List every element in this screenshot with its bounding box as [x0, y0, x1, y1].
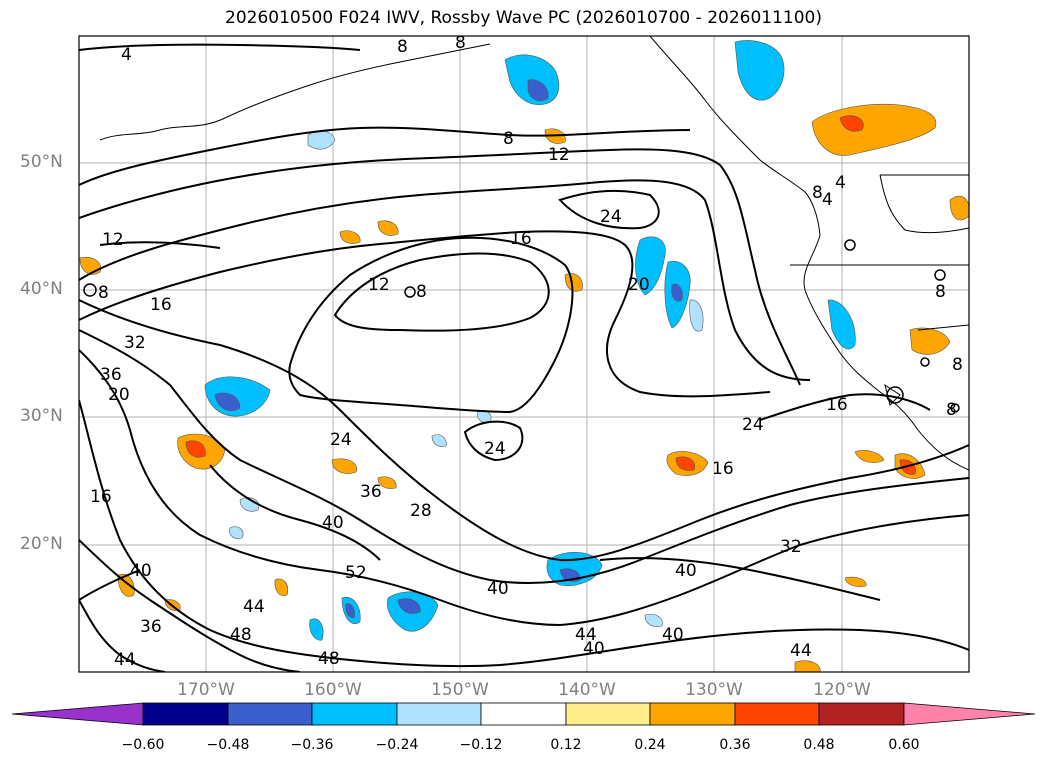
contour-label-36a: 36: [100, 365, 122, 385]
colorbar-extend-high: [903, 702, 1036, 726]
small-contour-loops: [83, 239, 960, 413]
iwv-contours: [79, 43, 969, 672]
lon-label-140w: 140°W: [558, 680, 616, 700]
contour-label-16c: 16: [826, 395, 848, 415]
colorbar-tick: −0.48: [206, 737, 250, 753]
lon-label-170w: 170°W: [177, 680, 235, 700]
contour-label-24c: 24: [484, 439, 506, 459]
contour-label-16a: 16: [510, 229, 532, 249]
contour-label-20b: 20: [108, 385, 130, 405]
plot-border: [78, 35, 970, 673]
contour-label-36c: 36: [140, 617, 162, 637]
contour-label-44d: 44: [790, 641, 812, 661]
contour-label-48a: 48: [230, 625, 252, 645]
contour-label-44b: 44: [575, 625, 597, 645]
contour-label-8e: 8: [98, 283, 109, 303]
map-title: 2026010500 F024 IWV, Rossby Wave PC (202…: [225, 8, 822, 28]
contour-label-4c: 4: [822, 190, 833, 210]
contour-label-16b: 16: [150, 295, 172, 315]
contour-label-8a: 8: [503, 129, 514, 149]
colorbar-extend-low: [11, 702, 144, 726]
colorbar-tick: 0.60: [888, 737, 920, 753]
lon-label-150w: 150°W: [431, 680, 489, 700]
colorbar: [11, 702, 1036, 726]
contour-label-24d: 24: [742, 415, 764, 435]
lat-label-20n: 20°N: [20, 534, 63, 554]
contour-label-4a: 4: [121, 45, 132, 65]
lon-label-130w: 130°W: [685, 680, 743, 700]
contour-label-44c: 44: [114, 650, 136, 670]
contour-label-32b: 32: [780, 537, 802, 557]
contour-labels: 4 8 12 24 16 12 20 16 32 36 20 24 24 24 …: [90, 33, 963, 670]
contour-label-52a: 52: [345, 563, 367, 583]
contour-label-8f: 8: [416, 282, 427, 302]
contour-label-40a: 40: [322, 513, 344, 533]
colorbar-tick: −0.24: [375, 737, 419, 753]
contour-label-40f: 40: [662, 625, 684, 645]
contour-label-8i: 8: [946, 400, 957, 420]
colorbar-tick: 0.24: [634, 737, 666, 753]
contour-label-4b: 4: [835, 173, 846, 193]
contour-label-8d: 8: [455, 33, 466, 53]
lon-label-120w: 120°W: [813, 680, 871, 700]
contour-label-12b: 12: [368, 275, 390, 295]
contour-label-40d: 40: [675, 561, 697, 581]
colorbar-tick: −0.60: [121, 737, 165, 753]
contour-label-12a: 12: [548, 145, 570, 165]
contour-label-36b: 36: [360, 482, 382, 502]
contour-label-32a: 32: [124, 333, 146, 353]
contour-label-40e: 40: [583, 639, 605, 659]
contour-label-20a: 20: [628, 275, 650, 295]
contour-label-12c: 12: [102, 230, 124, 250]
contour-label-24b: 24: [330, 430, 352, 450]
contour-label-8h: 8: [952, 355, 963, 375]
colorbar-tick: −0.36: [290, 737, 334, 753]
contour-label-16d: 16: [712, 459, 734, 479]
contour-label-28a: 28: [410, 501, 432, 521]
lat-label-50n: 50°N: [20, 152, 63, 172]
lat-label-40n: 40°N: [20, 279, 63, 299]
colorbar-tick: 0.36: [719, 737, 751, 753]
colorbar-tick: −0.12: [459, 737, 503, 753]
lat-label-30n: 30°N: [20, 406, 63, 426]
contour-label-40b: 40: [130, 561, 152, 581]
contour-label-8c: 8: [397, 37, 408, 57]
colorbar-tick: 0.48: [803, 737, 835, 753]
contour-label-40c: 40: [487, 579, 509, 599]
contour-label-48b: 48: [318, 649, 340, 669]
colorbar-tick: 0.12: [550, 737, 582, 753]
lon-label-160w: 160°W: [304, 680, 362, 700]
contour-label-24a: 24: [600, 207, 622, 227]
contour-label-8g: 8: [935, 282, 946, 302]
contour-label-16e: 16: [90, 487, 112, 507]
contour-label-8b: 8: [812, 183, 823, 203]
contour-label-44a: 44: [243, 597, 265, 617]
